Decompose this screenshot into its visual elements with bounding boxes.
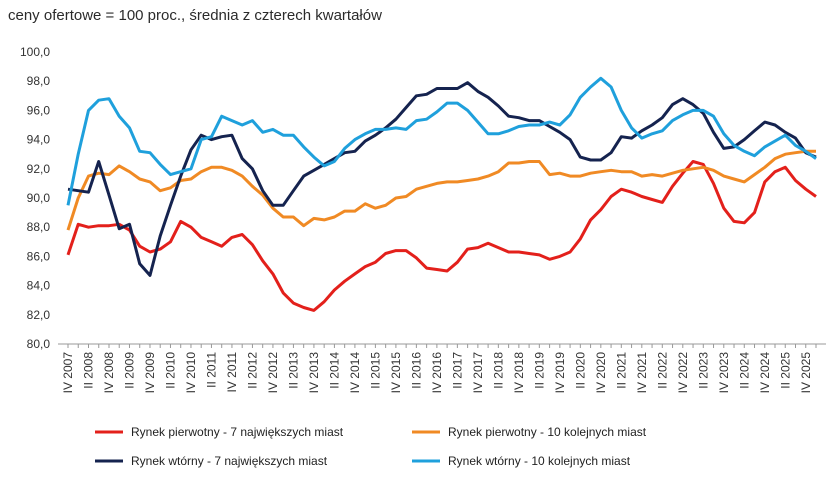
y-tick-label: 82,0	[27, 308, 51, 322]
x-tick-label: II 2018	[491, 352, 505, 389]
x-tick-label: IV 2014	[348, 352, 362, 394]
x-tick-label: II 2011	[204, 352, 218, 388]
x-tick-label: IV 2021	[635, 352, 649, 394]
x-tick-label: II 2010	[163, 352, 177, 389]
x-tick-label: II 2015	[368, 352, 382, 389]
y-tick-label: 84,0	[27, 279, 51, 293]
x-tick-label: II 2008	[81, 352, 95, 389]
y-tick-label: 96,0	[27, 103, 51, 117]
y-tick-label: 88,0	[27, 220, 51, 234]
x-tick-label: II 2017	[450, 352, 464, 389]
x-tick-label: IV 2015	[389, 352, 403, 394]
x-tick-label: II 2025	[778, 352, 792, 389]
x-tick-label: II 2020	[573, 352, 587, 389]
x-tick-label: II 2013	[286, 352, 300, 389]
y-tick-label: 90,0	[27, 191, 51, 205]
x-tick-label: II 2012	[245, 352, 259, 389]
series-line	[67, 81, 817, 277]
x-tick-label: IV 2022	[676, 352, 690, 394]
x-tick-label: IV 2025	[799, 352, 813, 394]
x-tick-label: II 2021	[614, 352, 628, 389]
x-tick-label: II 2024	[737, 352, 751, 389]
legend-label: Rynek pierwotny - 10 kolejnych miast	[448, 425, 647, 439]
x-tick-label: IV 2012	[266, 352, 280, 394]
legend-label: Rynek wtórny - 10 kolejnych miast	[448, 454, 631, 468]
x-tick-label: IV 2017	[471, 352, 485, 394]
x-tick-label: IV 2018	[512, 352, 526, 394]
x-tick-label: II 2014	[327, 352, 341, 389]
x-tick-label: II 2023	[696, 352, 710, 389]
x-tick-label: IV 2009	[143, 352, 157, 394]
y-tick-label: 80,0	[27, 337, 51, 351]
x-tick-label: IV 2023	[717, 352, 731, 394]
legend-label: Rynek wtórny - 7 największych miast	[131, 454, 328, 468]
y-tick-label: 86,0	[27, 249, 51, 263]
x-tick-label: IV 2020	[594, 352, 608, 394]
series-line	[66, 76, 817, 206]
series-line	[66, 160, 817, 312]
y-tick-label: 100,0	[20, 45, 50, 59]
x-tick-label: II 2022	[655, 352, 669, 389]
x-tick-label: IV 2008	[102, 352, 116, 394]
x-tick-label: IV 2013	[307, 352, 321, 394]
y-tick-label: 98,0	[27, 74, 51, 88]
x-tick-label: II 2009	[122, 352, 136, 389]
x-tick-label: IV 2024	[758, 352, 772, 394]
x-tick-label: IV 2016	[430, 352, 444, 394]
y-tick-label: 94,0	[27, 133, 51, 147]
x-tick-label: IV 2007	[61, 352, 75, 394]
x-tick-label: IV 2010	[184, 352, 198, 394]
legend-label: Rynek pierwotny - 7 największych miast	[131, 425, 344, 439]
x-tick-label: II 2019	[532, 352, 546, 389]
x-tick-label: IV 2011	[225, 352, 239, 393]
y-tick-label: 92,0	[27, 162, 51, 176]
x-tick-label: II 2016	[409, 352, 423, 389]
x-tick-label: IV 2019	[553, 352, 567, 394]
chart-title: ceny ofertowe = 100 proc., średnia z czt…	[8, 7, 382, 24]
series-line	[66, 149, 816, 231]
